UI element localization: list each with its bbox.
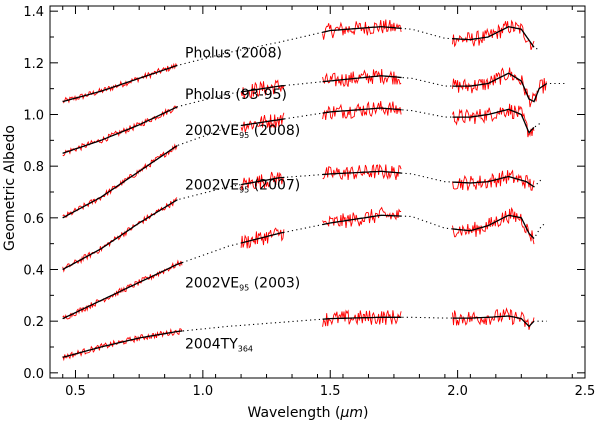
- observed-spectrum: [452, 169, 535, 191]
- series-2: [62, 101, 543, 219]
- x-tick-label: 2.0: [447, 384, 468, 399]
- y-tick-label: 1.2: [23, 57, 44, 72]
- model-fit-line: [452, 315, 535, 328]
- model-fit-line: [452, 108, 535, 134]
- observed-spectrum: [322, 101, 402, 121]
- observed-spectrum: [322, 206, 402, 229]
- model-fit-line: [322, 107, 402, 114]
- x-axis-label: Wavelength (μm): [248, 405, 369, 421]
- series-1: [62, 67, 568, 157]
- series-3: [62, 163, 543, 273]
- observed-spectrum: [322, 309, 402, 327]
- observed-spectrum: [240, 112, 285, 133]
- series-5: [62, 307, 547, 362]
- axes: 0.5 1.0 1.5 2.0 2.5 0.0 0.2 0.4 0.6 0.8 1.0 1.2 1.4: [23, 5, 595, 399]
- model-fit-line: [452, 72, 548, 103]
- y-tick-label: 1.4: [23, 5, 44, 20]
- observed-spectrum: [452, 206, 535, 245]
- x-tick-label: 0.5: [65, 384, 86, 399]
- y-tick-label: 1.0: [23, 109, 44, 124]
- observed-spectrum: [322, 68, 402, 88]
- y-tick-label: 0.2: [23, 315, 44, 330]
- model-fit-line: [62, 199, 178, 271]
- plot-frame: [49, 5, 586, 379]
- series-label: 2002VE95 (2003): [185, 276, 300, 293]
- series-layer: [62, 19, 568, 362]
- series-0: [62, 19, 540, 104]
- model-fit-line: [452, 26, 535, 48]
- model-fit-line: [240, 84, 285, 93]
- series-labels: Pholus (2008) Pholus (93-95) 2002VE95 (200…: [185, 46, 300, 354]
- model-fit-line: [62, 106, 178, 154]
- y-axis-label: Geometric Albedo: [2, 125, 18, 251]
- series-label: 2002VE95 (2008): [185, 123, 300, 140]
- model-fit-line: [322, 26, 402, 33]
- model-fit-line: [62, 64, 178, 103]
- y-tick-label: 0.4: [23, 264, 44, 279]
- series-label: 2002VE95 (2007): [185, 177, 300, 194]
- observed-spectrum: [452, 103, 535, 138]
- model-fit-line: [322, 214, 402, 226]
- model-dotted-line: [62, 170, 543, 270]
- series-label: 2004TY364: [185, 336, 253, 353]
- y-tick-label: 0.8: [23, 160, 44, 175]
- observed-spectrum: [240, 79, 285, 100]
- model-fit-line: [240, 231, 285, 244]
- model-fit-line: [452, 214, 535, 239]
- x-tick-label: 1.5: [320, 384, 341, 399]
- model-dotted-line: [62, 107, 543, 219]
- x-tick-label: 2.5: [575, 384, 596, 399]
- model-fit-line: [62, 261, 183, 320]
- y-tick-label: 0.6: [23, 212, 44, 227]
- x-tick-label: 1.0: [193, 384, 214, 399]
- model-dotted-line: [62, 26, 540, 103]
- observed-spectrum: [62, 105, 178, 157]
- observed-spectrum: [452, 19, 535, 50]
- observed-spectrum: [322, 19, 402, 40]
- model-fit-line: [62, 144, 178, 219]
- model-fit-line: [62, 330, 183, 358]
- model-fit-line: [322, 170, 402, 176]
- series-label: Pholus (93-95): [185, 87, 287, 103]
- model-fit-line: [322, 316, 402, 320]
- observed-spectrum: [62, 143, 178, 218]
- model-fit-line: [240, 176, 285, 186]
- model-fit-line: [322, 75, 402, 83]
- series-label: Pholus (2008): [185, 46, 282, 62]
- model-fit-line: [452, 175, 535, 188]
- series-4: [62, 206, 548, 320]
- observed-spectrum: [452, 67, 547, 108]
- y-tick-label: 0.0: [23, 367, 44, 382]
- model-fit-line: [240, 118, 285, 127]
